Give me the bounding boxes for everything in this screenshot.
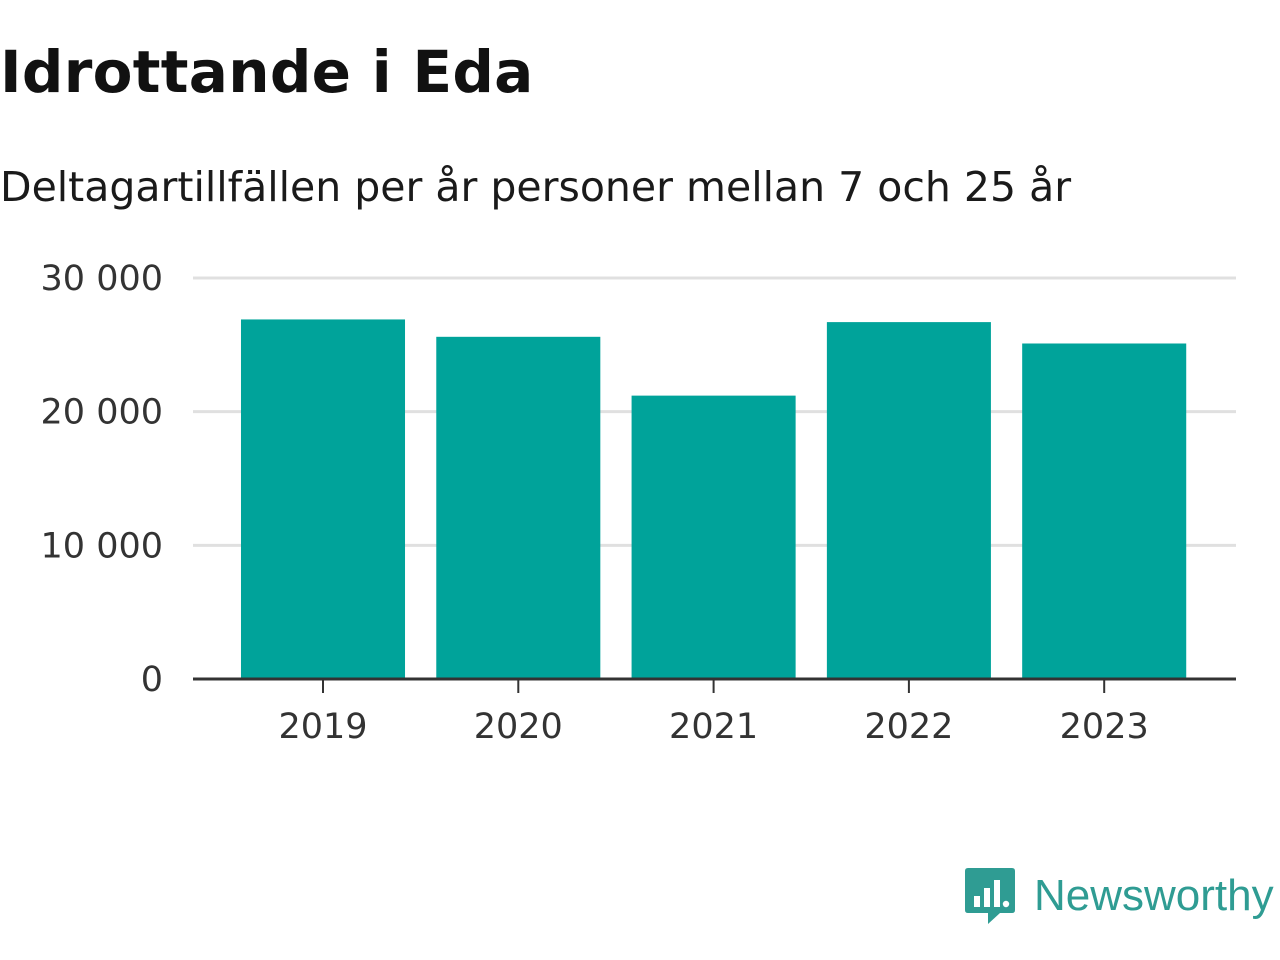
newsworthy-logo-icon	[965, 868, 1015, 924]
bar-2021	[631, 395, 796, 679]
chart-title: Idrottande i Eda	[0, 38, 534, 106]
x-tick-label: 2020	[474, 707, 563, 747]
y-tick-label: 10 000	[41, 526, 163, 566]
bar-2022	[826, 322, 991, 679]
x-tick-label: 2023	[1060, 707, 1149, 747]
x-tick-label: 2022	[864, 707, 953, 747]
newsworthy-logo: Newsworthy	[964, 866, 1274, 926]
x-tick-label: 2019	[278, 707, 367, 747]
bar-2023	[1022, 343, 1187, 679]
axes: 0 10 000 20 000 30 000 2019 2020 2021 2022 2023	[41, 259, 1236, 747]
bars	[240, 319, 1187, 679]
chart-subtitle: Deltagartillfällen per år personer mella…	[0, 163, 1072, 211]
y-tick-label: 20 000	[41, 393, 163, 433]
bar-2020	[436, 336, 601, 679]
y-tick-label: 0	[141, 660, 163, 700]
bar-2019	[240, 319, 406, 679]
y-tick-label: 30 000	[41, 259, 163, 299]
logo-text: Newsworthy	[1034, 871, 1274, 920]
x-tick-label: 2021	[669, 707, 758, 747]
